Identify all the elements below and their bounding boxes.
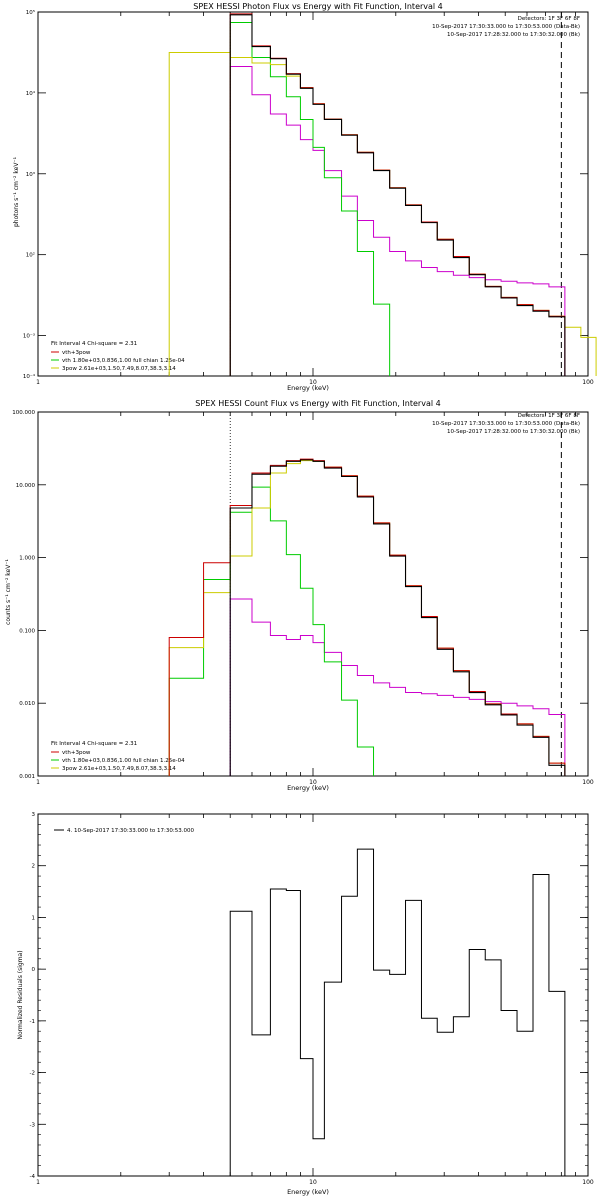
x-tick-label: 100 [582, 1179, 594, 1186]
p2-detectors: Detectors: 1F 3F 6F 8F [518, 413, 580, 419]
series-total [168, 458, 566, 776]
x-tick-label: 1 [36, 779, 40, 786]
y-tick-label: 1.000 [19, 556, 35, 562]
residuals-series [229, 848, 566, 1176]
p2-legend-head: Fit Interval 4 Chi-square = 2.31 [51, 741, 137, 747]
p2-legend-total: vth+3pow [62, 750, 91, 756]
x-tick-label: 10 [309, 779, 317, 786]
x-tick-label: 100 [582, 379, 594, 386]
p2-legend-power: 3pow 2.61e+03,1.50,7.49,8.07,38.3,3.14 [62, 766, 176, 772]
y-tick-label: 10⁵ [26, 9, 35, 16]
p1-legend-head: Fit Interval 4 Chi-square = 2.31 [51, 341, 137, 347]
p1-xlabel: Energy (keV) [287, 384, 329, 392]
y-tick-label: 3 [32, 812, 36, 818]
y-tick-label: 0.010 [19, 701, 35, 707]
p1-ylabel: photons s⁻¹ cm⁻² keV⁻¹ [13, 156, 20, 227]
x-tick-label: 1 [36, 1179, 40, 1186]
p2-header-line1: 10-Sep-2017 17:30:33.000 to 17:30:53.000… [432, 421, 580, 427]
plot-frame [37, 11, 589, 377]
p2-header-line2: 10-Sep-2017 17:28:32.000 to 17:30:32.000… [447, 429, 580, 435]
x-tick-label: 10 [309, 1179, 317, 1186]
y-tick-label: 10⁻³ [23, 333, 35, 340]
panel-3-plot: 1 10 100 -4 -3 -2 -1 0 1 2 3 [30, 812, 594, 1186]
y-tick-label: -1 [30, 1019, 35, 1025]
p2-legend-thermal: vth 1.80e+03,0.836,1.00 full chian 1.25e… [62, 758, 185, 764]
p3-ylabel: Normalized Residuals (sigma) [17, 950, 24, 1039]
series-background [229, 598, 566, 776]
p1-legend-total: vth+3pow [62, 350, 91, 356]
p3-xlabel: Energy (keV) [287, 1188, 329, 1196]
y-tick-label: 10² [26, 252, 35, 259]
y-tick-label: -4 [30, 1174, 36, 1180]
series-thermal [168, 486, 375, 776]
p3-legend: 4. 10-Sep-2017 17:30:33.000 to 17:30:53.… [67, 828, 194, 834]
p1-legend-thermal: vth 1.80e+03,0.836,1.00 full chian 1.25e… [62, 358, 185, 364]
y-tick-label: -3 [30, 1122, 36, 1128]
y-tick-label: 10.000 [16, 483, 36, 489]
p2-title: SPEX HESSI Count Flux vs Energy with Fit… [195, 399, 440, 408]
y-tick-label: 0.100 [19, 628, 35, 634]
x-tick-label: 100 [582, 779, 594, 786]
p1-header-line1: 10-Sep-2017 17:30:33.000 to 17:30:53.000… [432, 24, 580, 30]
series-total [229, 13, 566, 376]
series-thermal [229, 22, 391, 376]
series-power [168, 460, 566, 776]
series-background [229, 65, 566, 376]
p1-detectors: Detectors: 1F 3F 6F 8F [518, 16, 580, 22]
y-tick-label: 10⁻⁴ [23, 373, 36, 380]
panel-1-plot: 1 10 100 10⁻⁴ 10⁻³ 10² 10³ 10⁴ 10⁵ [23, 9, 597, 386]
y-tick-label: -2 [30, 1071, 35, 1077]
y-tick-label: 0 [32, 967, 36, 973]
y-tick-label: 10³ [26, 171, 35, 178]
y-tick-label: 10⁴ [26, 90, 36, 97]
y-tick-label: 0.001 [19, 774, 35, 780]
p2-ylabel: counts s⁻¹ cm⁻² keV⁻¹ [5, 559, 12, 625]
series-power [168, 51, 597, 376]
y-tick-label: 2 [32, 864, 36, 870]
series-data [229, 459, 566, 776]
series-data [229, 14, 566, 376]
p1-legend-power: 3pow 2.61e+03,1.50,7.49,8.07,38.3,3.14 [62, 366, 176, 372]
x-tick-label: 1 [36, 379, 40, 386]
p1-title: SPEX HESSI Photon Flux vs Energy with Fi… [193, 2, 443, 11]
y-tick-label: 100.000 [12, 410, 35, 416]
y-tick-label: 1 [32, 915, 36, 921]
p1-header-line2: 10-Sep-2017 17:28:32.000 to 17:30:32.000… [447, 32, 580, 38]
panel-2-plot: 1 10 100 0.001 0.010 0.100 1.000 10.000 100.000 [12, 410, 594, 786]
x-tick-label: 10 [309, 379, 317, 386]
p2-xlabel: Energy (keV) [287, 784, 329, 792]
